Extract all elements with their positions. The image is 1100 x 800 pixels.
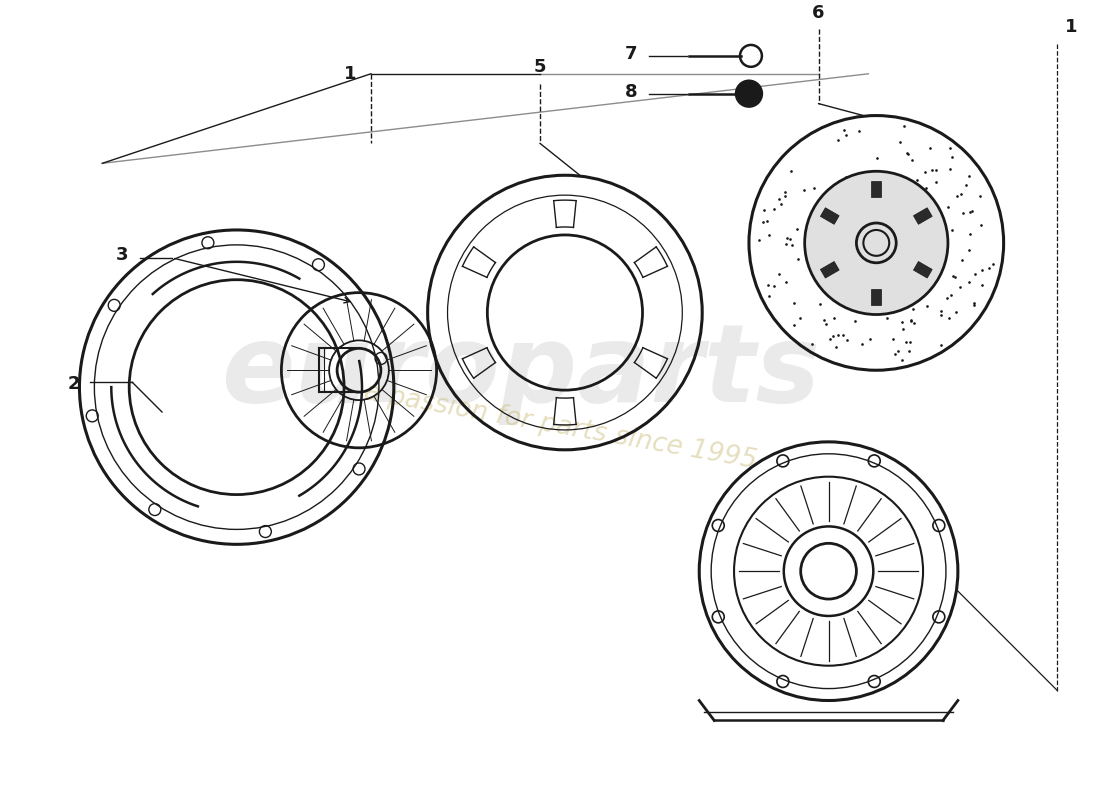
Text: 3: 3: [116, 246, 129, 264]
Bar: [871, 182, 881, 197]
Circle shape: [736, 81, 762, 106]
Circle shape: [857, 223, 896, 262]
Text: 2: 2: [68, 375, 80, 393]
Text: 1: 1: [343, 65, 356, 82]
Bar: [871, 289, 881, 305]
Text: 7: 7: [625, 45, 638, 63]
Text: 8: 8: [625, 82, 638, 101]
Bar: [821, 208, 839, 224]
Text: 5: 5: [534, 58, 547, 76]
Text: europarts: europarts: [221, 319, 820, 426]
Bar: [821, 262, 839, 278]
Text: 1: 1: [1065, 18, 1078, 36]
Bar: [913, 262, 932, 278]
Circle shape: [805, 171, 948, 314]
Bar: [913, 208, 932, 224]
Text: 6: 6: [813, 4, 825, 22]
Text: a passion for parts since 1995: a passion for parts since 1995: [362, 379, 758, 474]
